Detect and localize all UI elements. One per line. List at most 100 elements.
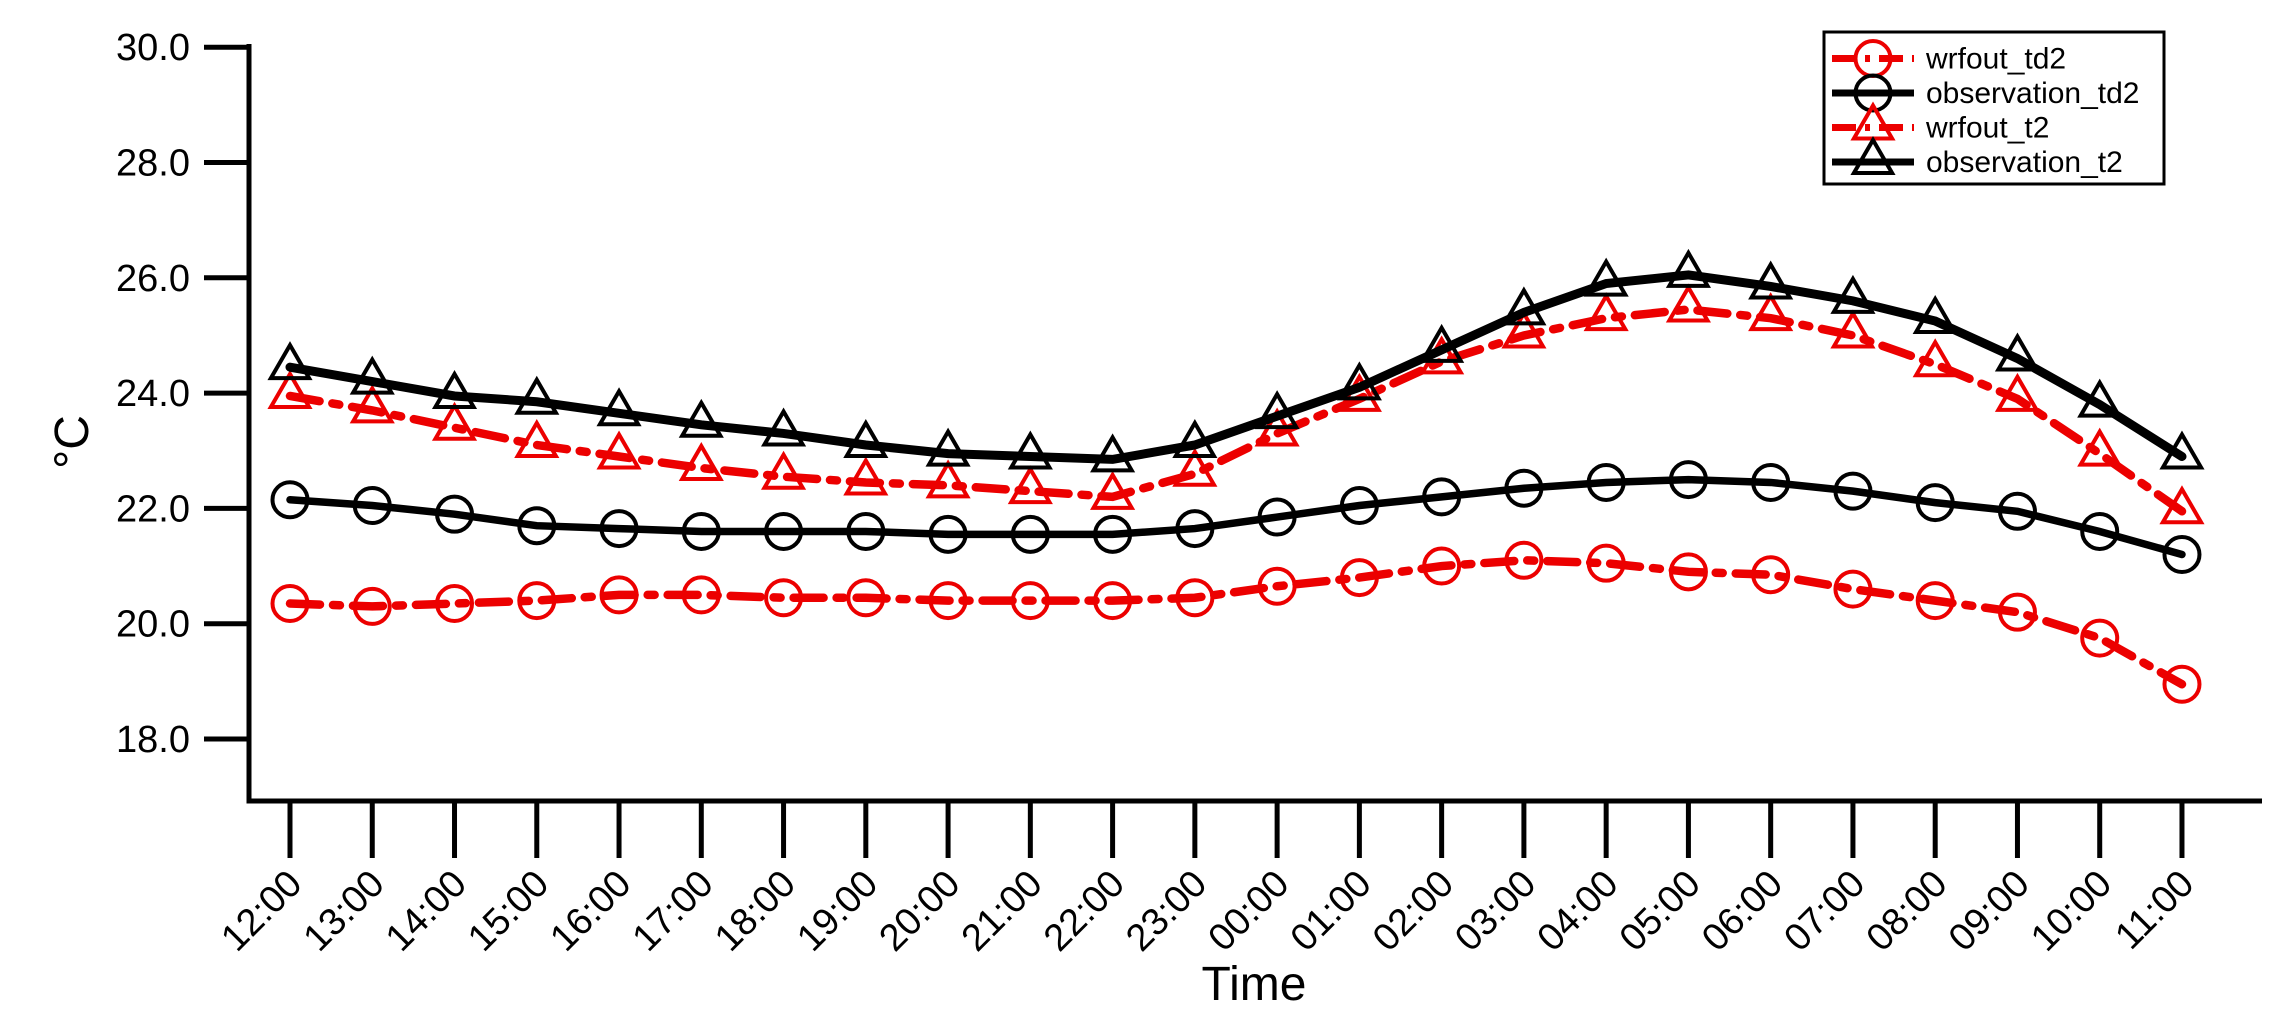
marker-observation_t2 — [514, 375, 560, 415]
x-tick-label: 14:00 — [378, 863, 475, 960]
marker-wrfout_td2 — [1586, 543, 1626, 583]
x-tick-label: 23:00 — [1118, 863, 1215, 960]
x-tick-label: 10:00 — [2023, 863, 2120, 960]
y-tick-label: 20.0 — [116, 604, 190, 646]
marker-observation_td2 — [1586, 462, 1626, 502]
x-tick-label: 15:00 — [460, 863, 557, 960]
marker-observation_td2 — [1093, 514, 1133, 554]
marker-wrfout_td2 — [1257, 566, 1297, 606]
marker-wrfout_t2 — [431, 401, 478, 441]
marker-observation_td2 — [352, 486, 392, 526]
marker-wrfout_t2 — [514, 418, 560, 458]
marker-wrfout_td2 — [1010, 581, 1050, 621]
marker-observation_td2 — [1668, 460, 1708, 500]
x-tick-label: 16:00 — [542, 863, 639, 960]
marker-wrfout_td2 — [1915, 581, 1955, 621]
marker-observation_td2 — [1997, 491, 2037, 531]
marker-observation_t2 — [1172, 418, 1218, 458]
marker-observation_td2 — [1257, 497, 1297, 537]
legend-label: wrfout_t2 — [1925, 112, 2049, 145]
marker-observation_t2 — [760, 407, 807, 447]
y-tick-label: 28.0 — [116, 143, 190, 185]
marker-wrfout_td2 — [435, 584, 475, 624]
x-tick-label: 00:00 — [1201, 863, 1298, 960]
marker-observation_td2 — [1175, 509, 1215, 549]
marker-observation_td2 — [270, 480, 310, 520]
marker-observation_td2 — [2080, 511, 2120, 551]
x-tick-label: 18:00 — [707, 863, 804, 960]
x-tick-label: 09:00 — [1941, 863, 2038, 960]
x-tick-label: 05:00 — [1612, 863, 1709, 960]
marker-observation_t2 — [1090, 433, 1136, 473]
marker-observation_td2 — [1422, 477, 1462, 517]
marker-observation_td2 — [928, 514, 968, 554]
marker-observation_t2 — [2077, 378, 2123, 418]
marker-wrfout_td2 — [1093, 581, 1133, 621]
plot-area: 30.0 28.0 26.0 24.0 22.0 20.0 18.0 12:0013:0014… — [116, 27, 2262, 960]
marker-wrfout_t2 — [1748, 292, 1794, 332]
legend-marker-circle — [1853, 73, 1893, 113]
series-line-wrfout_td2 — [285, 556, 2187, 689]
marker-wrfout_t2 — [1090, 470, 1136, 510]
marker-wrfout_t2 — [1501, 309, 1547, 349]
marker-wrfout_td2 — [1668, 552, 1708, 592]
marker-wrfout_td2 — [517, 581, 557, 621]
marker-observation_t2 — [431, 369, 478, 409]
series-line-observation_t2 — [285, 270, 2187, 464]
marker-observation_td2 — [1339, 486, 1379, 526]
marker-wrfout_td2 — [1175, 578, 1215, 618]
marker-observation_t2 — [925, 427, 971, 467]
marker-wrfout_td2 — [1504, 540, 1544, 580]
marker-observation_td2 — [599, 509, 639, 549]
legend-label: observation_td2 — [1926, 77, 2140, 110]
marker-observation_td2 — [681, 511, 721, 551]
marker-observation_td2 — [517, 506, 557, 546]
marker-observation_t2 — [1419, 323, 1465, 363]
x-tick-label: 21:00 — [954, 863, 1051, 960]
x-tick-label: 22:00 — [1036, 863, 1133, 960]
y-axis-title: °C — [46, 415, 99, 469]
marker-observation_t2 — [678, 398, 724, 438]
x-tick-label: 01:00 — [1283, 863, 1380, 960]
marker-observation_td2 — [1833, 471, 1873, 511]
marker-wrfout_td2 — [2162, 664, 2202, 704]
legend-label: wrfout_td2 — [1925, 43, 2066, 76]
marker-observation_t2 — [1007, 430, 1053, 470]
marker-wrfout_t2 — [843, 456, 889, 496]
marker-wrfout_td2 — [928, 581, 968, 621]
series-line-observation_td2 — [286, 475, 2186, 559]
marker-wrfout_t2 — [925, 459, 971, 499]
marker-wrfout_t2 — [1007, 465, 1053, 505]
legend-label: observation_t2 — [1926, 146, 2123, 179]
marker-wrfout_t2 — [2077, 427, 2123, 467]
marker-observation_td2 — [1010, 514, 1050, 554]
marker-observation_td2 — [764, 511, 804, 551]
marker-wrfout_td2 — [352, 586, 392, 626]
marker-observation_t2 — [1583, 257, 1629, 297]
y-tick-label: 18.0 — [116, 719, 190, 761]
y-tick-label: 30.0 — [116, 27, 190, 69]
marker-wrfout_td2 — [1997, 592, 2037, 632]
marker-wrfout_t2 — [596, 430, 642, 470]
x-tick-label: 19:00 — [789, 863, 886, 960]
marker-wrfout_t2 — [1912, 338, 1958, 378]
marker-observation_td2 — [1751, 462, 1791, 502]
marker-wrfout_t2 — [760, 450, 807, 490]
marker-observation_t2 — [596, 387, 642, 427]
marker-wrfout_t2 — [2159, 485, 2205, 525]
x-tick-label: 17:00 — [625, 863, 722, 960]
marker-wrfout_t2 — [1583, 292, 1629, 332]
marker-observation_td2 — [2162, 535, 2202, 575]
marker-wrfout_td2 — [1833, 569, 1873, 609]
marker-observation_t2 — [843, 418, 889, 458]
marker-observation_td2 — [1504, 468, 1544, 508]
marker-wrfout_t2 — [267, 369, 313, 409]
y-tick-label: 24.0 — [116, 373, 190, 415]
marker-observation_t2 — [349, 355, 395, 395]
x-tick-label: 03:00 — [1447, 863, 1544, 960]
marker-wrfout_t2 — [1172, 447, 1218, 487]
marker-observation_t2 — [1748, 260, 1794, 300]
marker-observation_td2 — [846, 511, 886, 551]
